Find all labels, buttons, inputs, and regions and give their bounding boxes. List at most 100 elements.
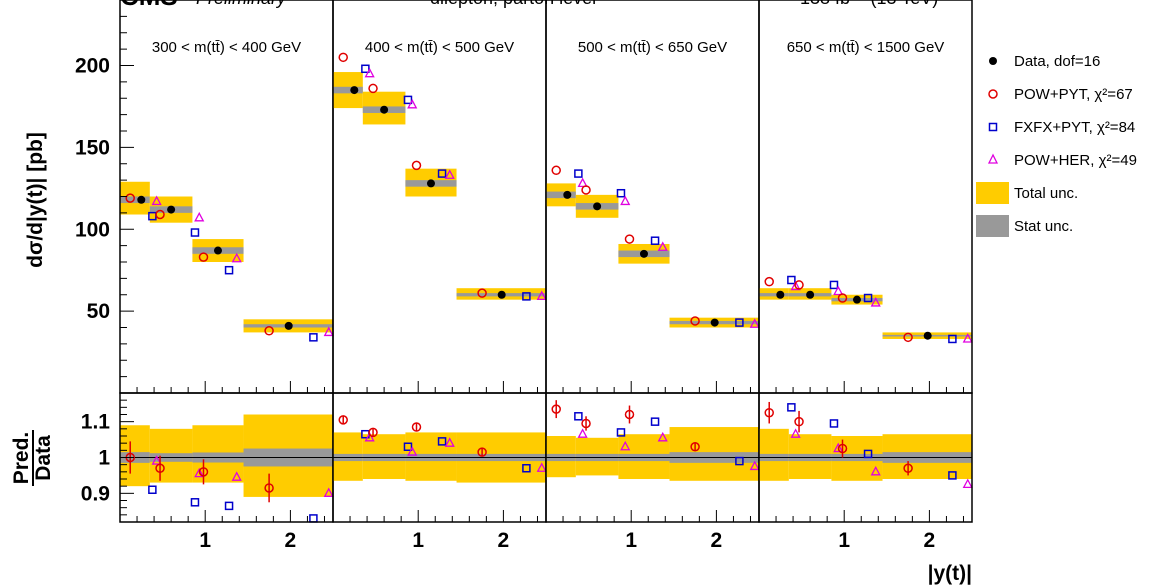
- panel-4: 650 < m(tt̄) < 1500 GeV 1 2: [758, 0, 973, 552]
- x-tick-label: 1: [412, 529, 424, 552]
- ratio-powpyt-marker: [794, 416, 804, 427]
- fxfx-marker: [309, 333, 318, 342]
- data-point: [284, 321, 293, 330]
- header: CMS Preliminary dilepton, parton level 1…: [120, 0, 938, 11]
- powher-marker: [749, 318, 760, 328]
- ratio-fxfx-marker: [829, 419, 839, 428]
- powher-marker: [231, 252, 242, 263]
- powpyt-marker: [837, 293, 848, 303]
- ratio-fxfx-marker: [309, 514, 318, 523]
- fxfx-marker: [787, 275, 796, 285]
- powpyt-marker: [581, 185, 591, 195]
- data-point: [593, 202, 602, 211]
- panel-label: 300 < m(tt̄) < 400 GeV: [152, 39, 301, 56]
- stat-unc-band: [759, 293, 789, 297]
- panel-label: 650 < m(tt̄) < 1500 GeV: [787, 39, 945, 56]
- ratio-powpyt-marker: [581, 418, 591, 429]
- x-tick-label: 1: [199, 529, 211, 552]
- ratio-powpyt-marker: [368, 427, 378, 438]
- ratio-powher-marker: [790, 428, 801, 438]
- legend-stat-swatch: [976, 215, 1009, 237]
- ratio-fxfx-marker: [437, 437, 447, 446]
- data-point: [497, 290, 506, 299]
- data-point: [137, 195, 146, 204]
- powher-marker: [577, 177, 588, 188]
- powher-marker: [364, 67, 375, 78]
- fxfx-marker: [829, 280, 839, 290]
- powpyt-marker: [125, 193, 135, 203]
- panel-2: 400 < m(tt̄) < 500 GeV 1 2: [332, 0, 547, 552]
- data-point: [380, 105, 389, 114]
- legend-powpyt-marker: [988, 89, 998, 99]
- data-point: [852, 295, 861, 304]
- legend-label-total: Total unc.: [1014, 185, 1078, 202]
- ratio-powher-marker: [833, 442, 844, 453]
- ratio-fxfx-marker: [403, 442, 413, 451]
- powpyt-marker: [264, 326, 274, 336]
- powher-marker: [962, 333, 973, 343]
- ratio-powpyt-marker: [690, 442, 700, 452]
- powpyt-marker: [624, 234, 635, 244]
- powher-marker: [151, 195, 162, 206]
- fxfx-marker: [361, 64, 370, 74]
- stat-unc-band: [546, 191, 576, 199]
- legend-label-fxfx: FXFX+PYT, χ²=84: [1014, 119, 1135, 136]
- data-point: [167, 205, 176, 214]
- ratio-fxfx-marker: [224, 501, 234, 511]
- ratio-powher-marker: [749, 460, 760, 471]
- ratio-powpyt-marker: [264, 483, 274, 493]
- powpyt-marker: [411, 160, 422, 171]
- ratio-powher-marker: [620, 440, 631, 451]
- y-tick-label-top: 200: [75, 55, 110, 78]
- fxfx-marker: [403, 95, 413, 105]
- y-tick-label-bottom: 1.1: [81, 411, 111, 434]
- ratio-fxfx-marker: [787, 403, 796, 412]
- x-tick-label: 2: [924, 529, 936, 552]
- powher-marker: [657, 241, 668, 251]
- cms-logo: CMS: [120, 0, 178, 11]
- ratio-powpyt-marker: [477, 447, 487, 457]
- fxfx-marker: [616, 188, 626, 198]
- data-point: [213, 246, 222, 255]
- data-point: [350, 86, 359, 95]
- ratio-powher-marker: [657, 431, 668, 442]
- fxfx-marker: [948, 334, 957, 344]
- ratio-fxfx-marker: [574, 412, 583, 421]
- powher-marker: [323, 326, 334, 337]
- ratio-powher-marker: [444, 437, 455, 447]
- ratio-powpyt-marker: [837, 443, 848, 454]
- stat-unc-band: [333, 86, 363, 94]
- ratio-powher-marker: [407, 446, 418, 456]
- y-axis-title-bottom: Pred. Data: [10, 430, 55, 486]
- y-tick-label-bottom: 1: [98, 447, 110, 470]
- ratio-powpyt-marker: [411, 422, 422, 432]
- powher-marker: [870, 297, 881, 307]
- ratio-powpyt-marker: [155, 463, 165, 473]
- legend-fxfx-marker: [988, 122, 998, 132]
- ratio-powher-marker: [364, 431, 375, 442]
- ratio-powpyt-marker: [551, 404, 561, 414]
- ratio-fxfx-marker: [863, 449, 873, 459]
- powher-marker: [833, 285, 844, 296]
- y-tick-label-bottom: 0.9: [81, 482, 110, 505]
- powpyt-marker: [477, 288, 487, 298]
- ratio-powher-marker: [962, 478, 973, 489]
- powher-marker: [620, 195, 631, 206]
- legend-label-powpyt: POW+PYT, χ²=67: [1014, 86, 1133, 103]
- header-left-text: Preliminary: [196, 0, 287, 8]
- data-point: [806, 290, 815, 299]
- ratio-powpyt-marker: [624, 409, 635, 420]
- ratio-fxfx-marker: [616, 428, 626, 437]
- ratio-fxfx-marker: [650, 417, 660, 426]
- fxfx-marker: [650, 236, 660, 245]
- legend-label-stat: Stat unc.: [1014, 218, 1073, 235]
- fxfx-marker: [863, 293, 873, 303]
- legend: Data, dof=16 POW+PYT, χ²=67 FXFX+PYT, χ²=8…: [976, 53, 1137, 237]
- powher-marker: [790, 280, 801, 291]
- data-point: [563, 190, 572, 199]
- fxfx-marker: [190, 228, 200, 237]
- x-tick-label: 2: [498, 529, 510, 552]
- panel-3: 500 < m(tt̄) < 650 GeV 1 2: [545, 0, 760, 552]
